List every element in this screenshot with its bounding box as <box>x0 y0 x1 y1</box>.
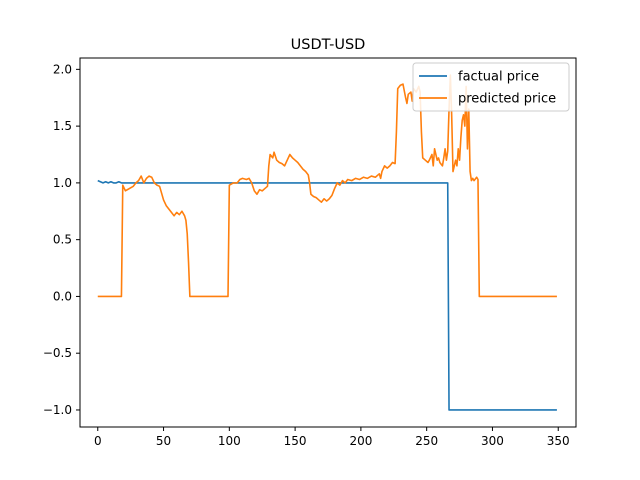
x-tick-label: 200 <box>349 434 372 448</box>
x-tick-label: 150 <box>284 434 307 448</box>
x-tick-label: 100 <box>218 434 241 448</box>
y-tick-label: −1.0 <box>43 403 72 417</box>
legend-label: predicted price <box>458 92 556 107</box>
legend-label: factual price <box>458 70 539 85</box>
plot-area <box>97 74 557 411</box>
legend: factual price predicted price <box>412 62 570 112</box>
legend-box <box>412 62 570 112</box>
axes-frame <box>79 57 577 428</box>
y-tick-label: 2.0 <box>53 62 72 76</box>
x-tick-label: 0 <box>94 434 102 448</box>
chart-title: USDT-USD <box>291 37 366 53</box>
y-tick-label: 1.5 <box>53 119 72 133</box>
x-axis: 0 50 100 150 200 250 300 350 <box>94 427 570 448</box>
y-tick-label: 0.0 <box>53 289 72 303</box>
y-tick-label: 1.0 <box>53 176 72 190</box>
x-tick-label: 250 <box>415 434 438 448</box>
x-tick-label: 350 <box>547 434 570 448</box>
series-line-factual-price <box>97 179 557 411</box>
y-tick-label: −0.5 <box>43 346 72 360</box>
y-axis: −1.0 −0.5 0.0 0.5 1.0 1.5 2.0 <box>43 62 80 417</box>
y-tick-label: 0.5 <box>53 233 72 247</box>
x-tick-label: 300 <box>481 434 504 448</box>
series-line-predicted-price <box>97 74 557 298</box>
x-tick-label: 50 <box>156 434 171 448</box>
